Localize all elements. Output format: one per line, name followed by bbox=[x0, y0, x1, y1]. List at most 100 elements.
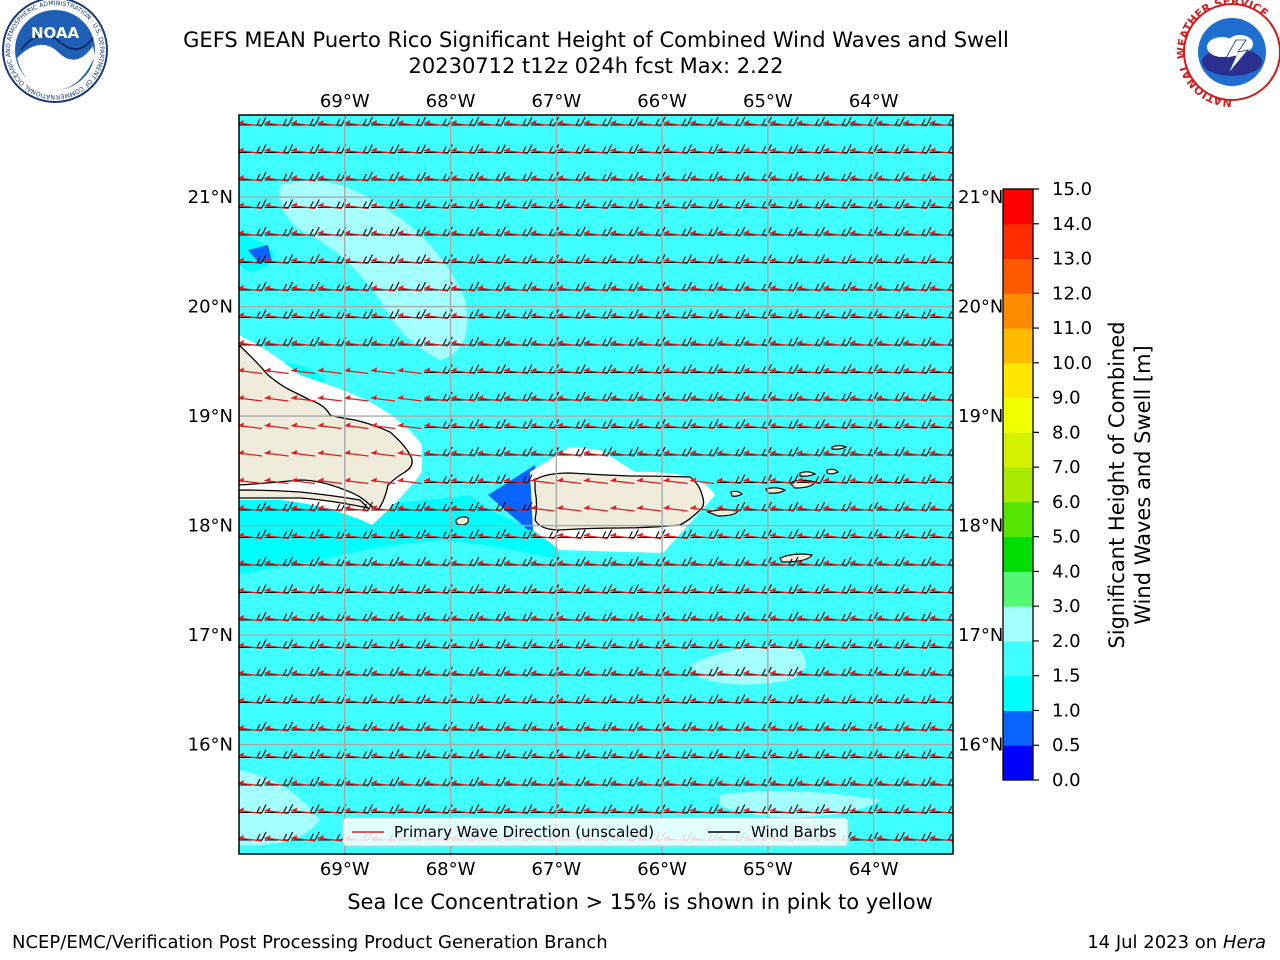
wave-arrowhead bbox=[397, 422, 404, 428]
wind-barb-flag bbox=[549, 366, 554, 373]
vector-glyph bbox=[823, 584, 852, 595]
wave-arrowhead bbox=[530, 642, 537, 648]
wind-barb-flag bbox=[469, 228, 474, 236]
vector-glyph bbox=[796, 226, 826, 237]
wind-barb-flag bbox=[740, 804, 746, 813]
wave-arrowhead bbox=[530, 477, 537, 483]
wind-barb-flag bbox=[846, 226, 852, 236]
wind-barb-flag bbox=[261, 611, 267, 621]
wave-arrowhead bbox=[583, 560, 590, 565]
wind-barb-flag bbox=[894, 833, 899, 841]
wind-barb-flag bbox=[899, 446, 905, 456]
wave-arrowhead bbox=[796, 340, 803, 345]
wind-barb-flag bbox=[761, 668, 766, 676]
vector-glyph bbox=[743, 281, 772, 292]
wind-barb-flag bbox=[921, 228, 926, 236]
wind-barb-flag bbox=[761, 558, 766, 566]
vector-glyph bbox=[796, 611, 826, 622]
wind-barb-flag bbox=[682, 448, 687, 456]
wave-arrowhead bbox=[637, 230, 643, 235]
wave-arrowhead bbox=[344, 670, 351, 675]
wind-barb-flag bbox=[868, 503, 873, 511]
wind-barb-flag bbox=[602, 723, 607, 731]
wind-barb-flag bbox=[522, 448, 527, 456]
vector-glyph bbox=[716, 446, 746, 457]
wave-arrowhead bbox=[291, 615, 298, 620]
wind-barb-flag bbox=[655, 228, 660, 236]
wind-barb-flag bbox=[954, 585, 958, 593]
vector-glyph bbox=[876, 171, 905, 182]
wind-barb-flag bbox=[389, 641, 394, 648]
vector-glyph bbox=[239, 254, 267, 265]
wave-arrowhead bbox=[397, 532, 404, 538]
wave-arrowhead bbox=[317, 807, 324, 813]
wind-barb-flag bbox=[362, 118, 367, 126]
wave-arrowhead bbox=[450, 367, 457, 373]
wind-barb-flag bbox=[926, 199, 932, 208]
vector-glyph bbox=[769, 144, 799, 155]
wave-arrowhead bbox=[344, 477, 351, 483]
wave-arrowhead bbox=[690, 175, 697, 180]
vector-glyph bbox=[663, 199, 693, 210]
wind-barb-flag bbox=[261, 501, 267, 511]
wave-arrowhead bbox=[823, 312, 830, 318]
wind-barb-flag bbox=[389, 586, 394, 593]
vector-glyph bbox=[902, 804, 932, 815]
vector-glyph bbox=[876, 309, 905, 320]
legend-barb-label: Wind Barbs bbox=[751, 823, 837, 841]
vector-glyph bbox=[716, 419, 746, 430]
vector-glyph bbox=[663, 694, 693, 705]
wind-barb-flag bbox=[474, 529, 480, 538]
wind-barb-flag bbox=[527, 336, 533, 346]
wind-barb-flag bbox=[362, 558, 367, 566]
wind-barb-flag bbox=[283, 778, 288, 786]
wind-barb-flag bbox=[261, 254, 267, 263]
wind-barb-flag bbox=[793, 584, 799, 593]
wind-barb-flag bbox=[421, 116, 427, 126]
wind-barb-flag bbox=[500, 309, 506, 318]
vector-glyph bbox=[344, 639, 373, 650]
wave-arrowhead bbox=[424, 532, 431, 538]
vector-glyph bbox=[610, 477, 635, 485]
wind-barb-flag bbox=[421, 721, 427, 731]
vector-glyph bbox=[690, 281, 719, 292]
wave-arrowhead bbox=[397, 560, 404, 565]
vector-glyph bbox=[876, 831, 905, 842]
wave-arrowhead bbox=[637, 780, 643, 785]
vector-glyph bbox=[424, 446, 453, 457]
wind-barb-flag bbox=[873, 116, 879, 126]
wind-barb-flag bbox=[527, 556, 533, 566]
wave-arrowhead bbox=[690, 312, 697, 318]
vector-glyph bbox=[690, 226, 719, 237]
wave-height-band-2-3m bbox=[239, 770, 320, 846]
vector-glyph bbox=[503, 556, 533, 567]
wave-arrowhead bbox=[264, 725, 271, 730]
wave-arrowhead bbox=[317, 147, 324, 153]
wind-barb-flag bbox=[682, 393, 687, 401]
wind-barb-flag bbox=[687, 281, 693, 291]
wind-barb-flag bbox=[394, 611, 400, 621]
vector-glyph bbox=[610, 226, 639, 237]
wind-barb-flag bbox=[522, 778, 527, 786]
wave-arrowhead bbox=[716, 312, 723, 318]
wind-barb-flag bbox=[602, 228, 607, 236]
wind-barb-flag bbox=[628, 778, 633, 786]
vector-glyph bbox=[344, 529, 373, 540]
wind-barb-flag bbox=[607, 419, 613, 428]
vector-glyph bbox=[477, 199, 506, 210]
vector-glyph bbox=[849, 281, 879, 292]
wind-barb-flag bbox=[846, 474, 852, 483]
wave-arrowhead bbox=[371, 120, 377, 125]
wave-arrowhead bbox=[424, 560, 431, 565]
vector-glyph bbox=[610, 171, 639, 182]
wind-barb-flag bbox=[873, 501, 879, 511]
wind-barb-flag bbox=[309, 668, 314, 676]
wind-barb-flag bbox=[708, 421, 713, 428]
wave-arrowhead bbox=[690, 752, 697, 758]
vector-glyph bbox=[530, 584, 560, 595]
vector-glyph bbox=[610, 556, 639, 567]
wave-arrowhead bbox=[796, 532, 803, 538]
wave-arrowhead bbox=[344, 285, 351, 290]
wind-barb-flag bbox=[607, 226, 613, 236]
